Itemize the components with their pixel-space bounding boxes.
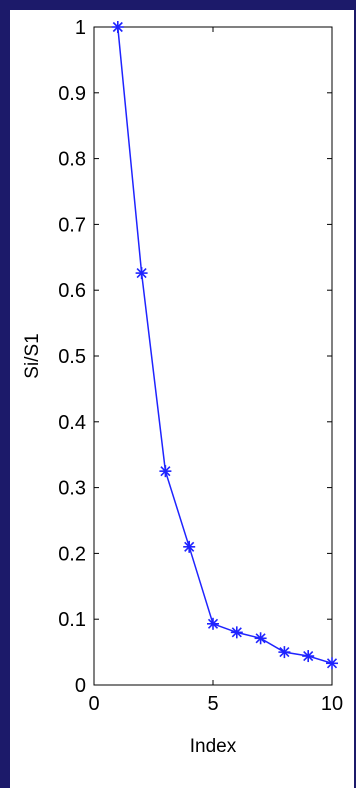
- data-point-marker: [254, 632, 267, 645]
- y-tick-label: 0.4: [58, 412, 86, 434]
- x-axis: 0 5 10: [88, 27, 343, 715]
- x-tick-label: 10: [321, 693, 343, 715]
- data-point-marker: [135, 267, 148, 280]
- y-tick-label: 1: [75, 17, 86, 39]
- y-tick-label: 0: [75, 675, 86, 697]
- y-tick-label: 0.5: [58, 346, 86, 368]
- y-axis: 0 0.1 0.2 0.3 0.4 0.5 0.6 0.7 0.8 0.9 1: [58, 17, 332, 697]
- y-tick-label: 0.3: [58, 478, 86, 500]
- data-point-marker: [159, 465, 172, 478]
- y-tick-label: 0.1: [58, 609, 86, 631]
- x-tick-label: 0: [88, 693, 99, 715]
- data-point-marker: [278, 646, 291, 659]
- axes-box: [93, 26, 333, 686]
- series-line: [117, 26, 333, 665]
- series-markers: [111, 21, 338, 670]
- data-point-marker: [183, 540, 196, 553]
- data-point-marker: [207, 617, 219, 630]
- y-tick-label: 0.6: [58, 280, 86, 302]
- plot-panel: [10, 10, 354, 788]
- data-point-marker: [302, 650, 315, 663]
- y-tick-label: 0.2: [58, 543, 86, 565]
- data-point-marker: [111, 21, 124, 33]
- data-point-marker: [326, 657, 338, 670]
- y-tick-label: 0.9: [58, 83, 86, 105]
- data-point-marker: [230, 626, 243, 639]
- y-tick-label: 0.7: [58, 214, 86, 236]
- x-tick-label: 5: [207, 693, 218, 715]
- x-axis-label: Index: [190, 736, 237, 757]
- y-tick-label: 0.8: [58, 149, 86, 171]
- y-axis-label: Si/S1: [22, 333, 43, 378]
